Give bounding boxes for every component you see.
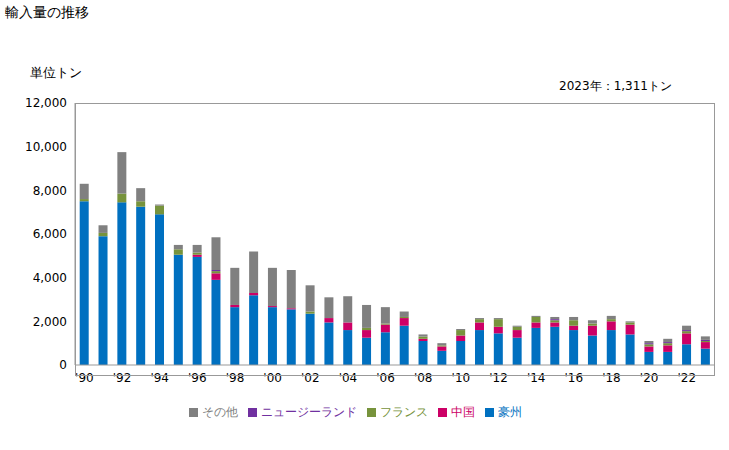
svg-text:'92: '92 xyxy=(113,371,132,385)
svg-text:6,000: 6,000 xyxy=(33,227,67,241)
svg-text:'12: '12 xyxy=(489,371,508,385)
html-text:豪州: 豪州 xyxy=(497,405,522,419)
html-text:輸入量の推移: 輸入量の推移 xyxy=(5,4,89,20)
html-text:ニュージーランド: ニュージーランド xyxy=(260,405,357,419)
svg-text:'22: '22 xyxy=(677,371,696,385)
html-text:2023年：1,311トン: 2023年：1,311トン xyxy=(559,79,672,93)
svg-text:'90: '90 xyxy=(75,371,94,385)
svg-text:8,000: 8,000 xyxy=(33,184,67,198)
svg-text:'96: '96 xyxy=(188,371,207,385)
svg-text:12,000: 12,000 xyxy=(25,96,67,110)
svg-text:'14: '14 xyxy=(527,371,546,385)
html-text:その他: その他 xyxy=(201,405,238,419)
svg-text:0: 0 xyxy=(59,358,67,372)
svg-text:10,000: 10,000 xyxy=(25,140,67,154)
svg-text:'16: '16 xyxy=(565,371,584,385)
html-text:単位トン: 単位トン xyxy=(30,65,82,80)
svg-text:'10: '10 xyxy=(452,371,471,385)
svg-text:'94: '94 xyxy=(150,371,169,385)
svg-text:4,000: 4,000 xyxy=(33,271,67,285)
svg-text:2,000: 2,000 xyxy=(33,315,67,329)
svg-text:'08: '08 xyxy=(414,371,433,385)
svg-text:'02: '02 xyxy=(301,371,320,385)
svg-text:'18: '18 xyxy=(602,371,621,385)
svg-text:'98: '98 xyxy=(226,371,245,385)
svg-text:'00: '00 xyxy=(263,371,282,385)
html-text:中国: 中国 xyxy=(450,405,475,419)
svg-text:'20: '20 xyxy=(640,371,659,385)
html-text:フランス: フランス xyxy=(379,405,428,419)
svg-text:'06: '06 xyxy=(376,371,395,385)
svg-text:'04: '04 xyxy=(339,371,358,385)
